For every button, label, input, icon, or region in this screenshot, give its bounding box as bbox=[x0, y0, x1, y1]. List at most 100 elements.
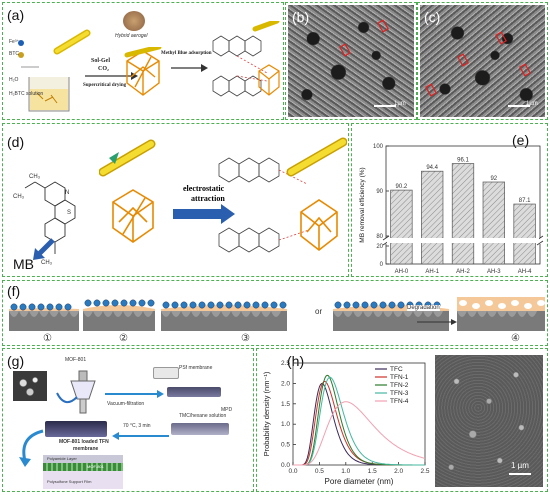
layer3-label: Polysulfone Support Film bbox=[47, 479, 92, 484]
y-axis-label: MB removal efficiency (%) bbox=[359, 167, 366, 242]
reagent-solution: H₂BTC solution bbox=[9, 91, 44, 97]
panel-h-label: (h) bbox=[287, 353, 305, 369]
y-tick-label: 90 bbox=[376, 189, 383, 195]
red-arrows-c bbox=[425, 31, 531, 97]
cure-arrow-icon bbox=[112, 432, 169, 440]
vacuum-membrane bbox=[167, 387, 221, 397]
membrane-surface-sem bbox=[435, 355, 543, 487]
svg-text:CH₃: CH₃ bbox=[29, 174, 41, 180]
product-line2: membrane bbox=[73, 446, 99, 452]
panel-b-label: (b) bbox=[292, 9, 310, 25]
x-tick-label: 0.5 bbox=[315, 468, 324, 475]
legend-label: TFN-1 bbox=[390, 374, 409, 381]
degradation-arrow-icon bbox=[417, 313, 457, 331]
aerogel-photo bbox=[123, 11, 145, 31]
legend-label: TFN-2 bbox=[390, 382, 409, 389]
aerogel-label: Hybrid aerogel bbox=[115, 33, 148, 39]
panel-a: (a) Fe³⁺ BTC H₂O H₂BTC solution Sol-Gel … bbox=[2, 2, 284, 120]
removal-efficiency-chart: 0 20 80 90 100 MB removal efficiency (%) 90.2 A… bbox=[359, 144, 544, 275]
fiber-rod-icon bbox=[53, 29, 91, 55]
step1-line1: Sol-Gel bbox=[91, 58, 110, 64]
electrostatic-label: electrostatic bbox=[183, 184, 225, 193]
mof-layer bbox=[43, 463, 123, 471]
svg-text:N: N bbox=[65, 190, 69, 196]
x-tick-label: AH-3 bbox=[487, 269, 501, 275]
svg-text:CH₃: CH₃ bbox=[41, 260, 53, 266]
cross-section-svg bbox=[83, 299, 155, 331]
attraction-arrow-icon bbox=[173, 204, 235, 224]
membrane-cross-section bbox=[83, 291, 155, 331]
or-label: or bbox=[315, 307, 323, 316]
vacuum-label: Vacuum-filtration bbox=[107, 401, 145, 407]
scale-label-c: 1µm bbox=[526, 101, 538, 107]
bar-value-label: 90.2 bbox=[396, 184, 408, 190]
tmc-membrane bbox=[171, 423, 229, 435]
legend-label: TFN-3 bbox=[390, 390, 409, 397]
y-tick-label: 0 bbox=[380, 262, 384, 268]
panel-f-label: (f) bbox=[7, 283, 21, 299]
series-line bbox=[293, 376, 425, 466]
bar bbox=[421, 170, 444, 265]
plot-frame bbox=[292, 362, 426, 466]
mof-cluster-icon bbox=[124, 47, 162, 96]
membrane-cross-section bbox=[457, 291, 545, 331]
axis-break-mark bbox=[382, 235, 390, 241]
mb-label: MB bbox=[13, 256, 34, 272]
step1-line3: Supercritical drying bbox=[83, 83, 127, 88]
panel-h: (h) 0.0 0.5 1.0 1.5 2.0 2.5 0.0 0.5 1.0 1.5 2.0 2.5… bbox=[256, 348, 548, 492]
vacuum-arrow-icon bbox=[105, 390, 164, 398]
x-tick-label: AH-4 bbox=[518, 269, 532, 275]
panel-d-label: (d) bbox=[7, 134, 25, 150]
adsorption-arrow-icon bbox=[171, 64, 208, 72]
bar-value-label: 87.1 bbox=[519, 198, 531, 204]
x-tick-label: 0.0 bbox=[288, 468, 297, 475]
panel-c: (c) 1µm bbox=[417, 2, 548, 120]
scale-label-b: 1µm bbox=[394, 101, 406, 107]
bar bbox=[482, 181, 505, 265]
mof-adsorbent-icon bbox=[99, 139, 156, 243]
x-tick-label: 2.0 bbox=[394, 468, 403, 475]
panel-e-label: (e) bbox=[512, 132, 530, 148]
scale-label-h: 1 µm bbox=[511, 461, 529, 470]
step2-label: Methyl Blue adsorption bbox=[161, 51, 212, 56]
x-tick-label: AH-2 bbox=[456, 269, 470, 275]
bar bbox=[513, 203, 536, 265]
x-tick-label: 1.5 bbox=[368, 468, 377, 475]
membrane-stages: ① ② ③ ④ or Degradation bbox=[3, 281, 547, 345]
panel-g-label: (g) bbox=[7, 353, 25, 369]
scale-bar-b bbox=[374, 105, 396, 107]
sem-image-b bbox=[288, 5, 414, 117]
y-tick-label: 20 bbox=[376, 244, 383, 250]
product-line1: MOF-801 loaded TFN bbox=[59, 439, 109, 445]
cross-section-svg bbox=[161, 301, 287, 331]
cross-section-svg bbox=[9, 303, 79, 331]
membrane-cross-section bbox=[161, 291, 287, 331]
sem-image-c bbox=[420, 5, 545, 117]
support-layer bbox=[43, 471, 123, 489]
panel-b: (b) 1µm bbox=[285, 2, 417, 120]
degradation-label: Degradation bbox=[407, 305, 440, 311]
panel-e: (e) 0 20 80 90 100 MB removal efficiency (%) 9… bbox=[351, 123, 548, 277]
adsorbed-complex bbox=[218, 137, 347, 253]
reagent-h2o: H₂O bbox=[9, 77, 19, 83]
y-tick-label: 2.5 bbox=[281, 360, 290, 367]
y-tick-label: 100 bbox=[373, 144, 384, 150]
psf-label: PSf membrane bbox=[179, 365, 213, 371]
y-tick-label: 1.5 bbox=[281, 401, 290, 408]
x-axis-label: Pore diameter (nm) bbox=[325, 477, 394, 486]
y-tick-label: 0.0 bbox=[281, 462, 290, 469]
y-tick-label: 2.0 bbox=[281, 380, 290, 387]
step-label: ④ bbox=[511, 333, 520, 344]
curved-arrow-icon bbox=[19, 429, 44, 467]
process-arrow-icon bbox=[85, 72, 138, 80]
x-tick-label: AH-1 bbox=[425, 269, 439, 275]
reagent-btc: BTC bbox=[9, 51, 19, 57]
blue-arrow-icon bbox=[33, 238, 55, 260]
step-label: ② bbox=[119, 333, 128, 344]
step-label: ③ bbox=[241, 333, 250, 344]
y-tick-label: 1.0 bbox=[281, 421, 290, 428]
y-tick-label: 0.5 bbox=[281, 442, 290, 449]
bar-value-label: 94.4 bbox=[426, 165, 438, 171]
step1-line2: CO₂ bbox=[98, 66, 109, 72]
methyl-blue-molecule bbox=[212, 21, 280, 97]
